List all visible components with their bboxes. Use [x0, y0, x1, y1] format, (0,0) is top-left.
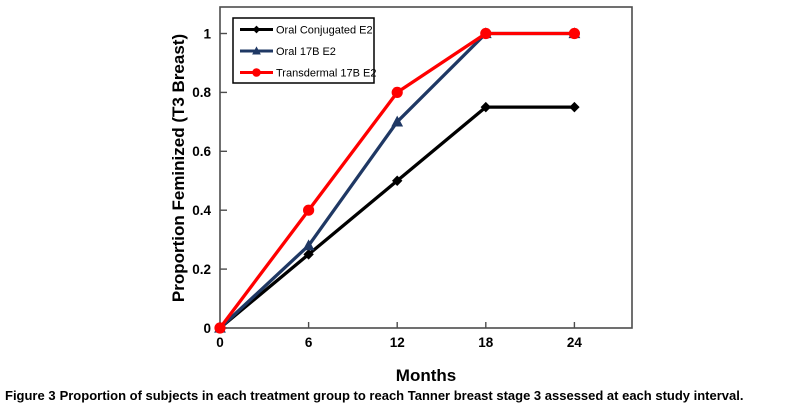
x-tick-label: 12 [390, 335, 405, 350]
x-tick-label: 24 [567, 335, 583, 350]
x-tick-label: 6 [305, 335, 313, 350]
data-point-transdermal-17b-e2 [214, 322, 226, 334]
data-point-oral-conjugated-e2 [569, 101, 580, 113]
legend-label: Transdermal 17B E2 [276, 68, 376, 80]
data-point-oral-17b-e2 [302, 239, 315, 251]
data-point-transdermal-17b-e2 [568, 27, 581, 40]
legend: Oral Conjugated E2 Oral 17B E2 Transdermal… [232, 17, 376, 84]
data-point-transdermal-17b-e2 [480, 27, 492, 40]
data-point-transdermal-17b-e2 [303, 204, 315, 216]
y-axis-title: Proportion Feminized (T3 Breast) [169, 34, 188, 302]
figure-caption: Figure 3 Proportion of subjects in each t… [5, 388, 791, 403]
figure-caption-text: Proportion of subjects in each treatment… [59, 388, 744, 403]
figure-caption-label: Figure 3 [5, 388, 56, 403]
legend-label: Oral Conjugated E2 [276, 25, 373, 37]
legend-marker-diamond [252, 25, 261, 34]
data-point-transdermal-17b-e2 [391, 86, 403, 99]
legend-item-oral-17b-e2: Oral 17B E2 [240, 46, 336, 58]
legend-marker-triangle [252, 46, 261, 55]
data-point-oral-conjugated-e2 [392, 175, 403, 186]
legend-label: Oral 17B E2 [276, 46, 336, 58]
legend-marker-circle [252, 68, 261, 77]
line-chart: 0 6 12 18 24 0 0.2 0.4 0.6 0.8 1 Oral Conjugated E2… [169, 6, 633, 385]
x-tick-label: 18 [478, 335, 494, 350]
legend-item-oral-conjugated-e2: Oral Conjugated E2 [240, 25, 373, 37]
data-point-oral-17b-e2 [391, 115, 404, 127]
y-tick-label: 0.4 [192, 203, 211, 218]
data-point-oral-conjugated-e2 [480, 101, 492, 113]
y-tick-label: 0.2 [192, 262, 211, 277]
data-point-oral-conjugated-e2 [303, 249, 314, 260]
chart-generated-content: 0 6 12 18 24 0 0.2 0.4 0.6 0.8 1 Oral Conjugated E2… [192, 6, 633, 350]
y-tick-label: 0 [203, 321, 211, 336]
series-oral-conjugated-e2 [214, 101, 580, 334]
legend-item-transdermal-17b-e2: Transdermal 17B E2 [240, 68, 376, 80]
plot-frame [219, 6, 633, 329]
y-tick-label: 0.8 [192, 85, 211, 100]
x-tick-label: 0 [216, 335, 224, 350]
y-tick-label: 1 [203, 26, 211, 41]
series-transdermal-17b-e2 [214, 27, 581, 334]
y-tick-label: 0.6 [192, 144, 211, 159]
x-axis-title: Months [396, 366, 456, 385]
series-line-oral-conjugated-e2 [218, 105, 575, 330]
